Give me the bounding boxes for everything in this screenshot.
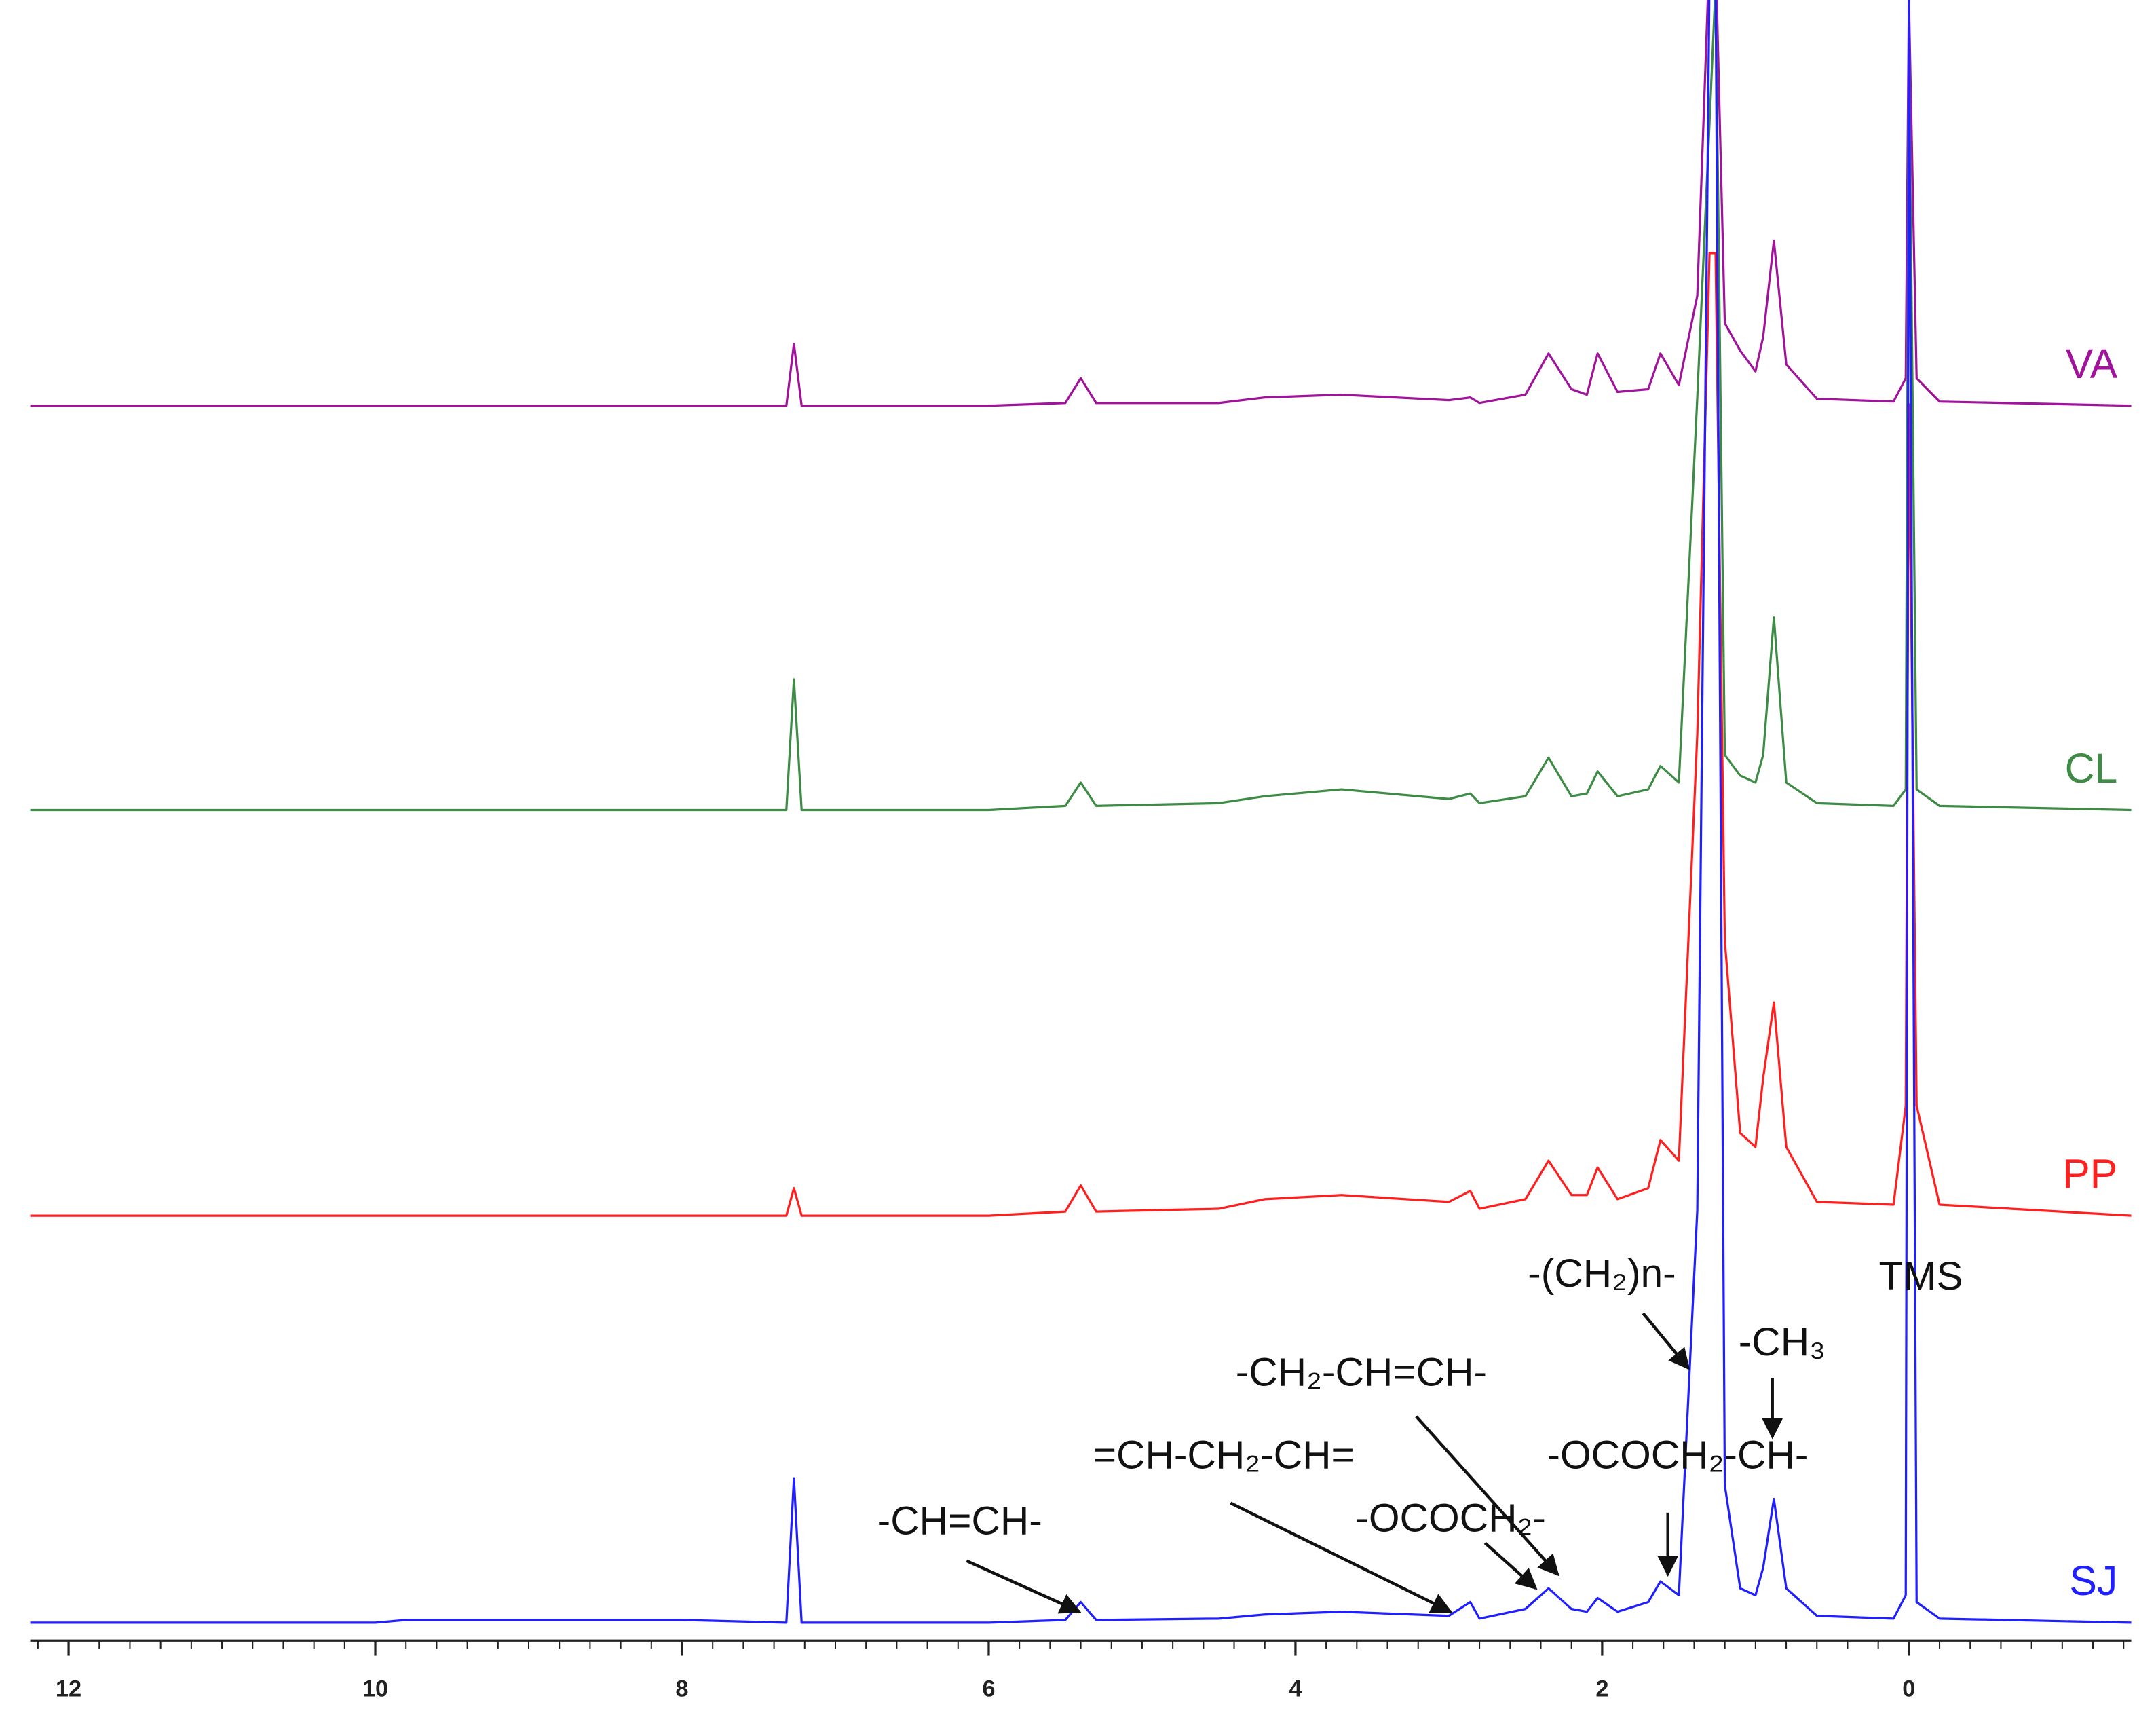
spectrum-trace [30,0,2132,812]
annotation: -CH=CH- [877,1499,1042,1543]
spectrum-trace [30,0,2132,407]
spectrum-trace [30,252,2132,1217]
trace-label: VA [2066,341,2118,387]
annotation-arrow [1230,1501,1453,1613]
trace-label: CL [2065,745,2118,791]
annotation: TMS [1879,1254,1963,1298]
annotation-arrow [1642,1312,1690,1370]
x-tick-label: 2 [1595,1676,1608,1701]
annotation: =CH-CH₂-CH= [1093,1433,1355,1477]
annotation: -OCOCH₂- [1355,1496,1546,1540]
x-tick-label: 8 [675,1676,688,1701]
annotation: -CH₂-CH=CH- [1236,1351,1487,1395]
x-tick-label: 10 [362,1676,388,1701]
annotation-arrow [1415,1415,1559,1577]
trace-label: SJ [2069,1558,2117,1604]
annotation: -OCOCH₂-CH- [1547,1433,1808,1477]
trace-label: PP [2062,1150,2117,1197]
x-tick-label: 12 [56,1676,81,1701]
annotation-arrow [1483,1541,1538,1590]
annotation: -(CH₂)n- [1528,1252,1676,1296]
x-tick-label: 4 [1289,1676,1302,1701]
spectrum-trace [30,0,2132,1624]
x-tick-label: 6 [982,1676,995,1701]
annotation: -CH₃ [1739,1320,1826,1364]
x-tick-label: 0 [1902,1676,1915,1701]
annotation-arrow [966,1559,1082,1614]
